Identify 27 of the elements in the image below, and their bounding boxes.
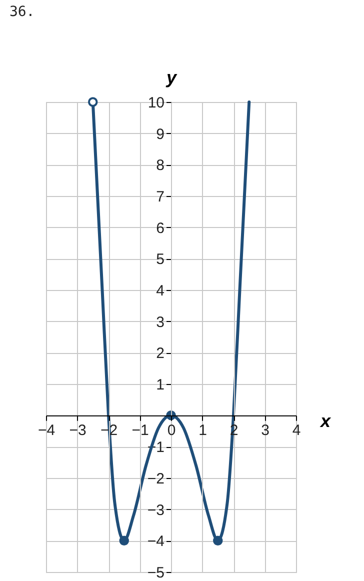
x-tick-label: 4	[292, 422, 301, 439]
x-tick-label: 1	[198, 422, 207, 439]
x-tick-label: 0	[167, 422, 176, 439]
point	[213, 536, 223, 546]
y-tick-label: 10	[148, 94, 164, 112]
x-axis-title: x	[320, 410, 332, 431]
y-tick-label: 3	[156, 314, 164, 331]
y-axis-title: y	[165, 68, 178, 88]
chart-title: 36.	[9, 4, 35, 20]
y-tick-label: 8	[156, 157, 164, 174]
x-tick-label: −1	[132, 422, 149, 439]
y-tick-label: 2	[156, 345, 164, 362]
y-tick-label: −2	[147, 470, 164, 488]
x-tick-label: −3	[69, 422, 86, 439]
y-tick-label: 7	[156, 188, 164, 206]
y-tick-label: 5	[156, 251, 164, 268]
x-tick-label: 3	[261, 422, 270, 439]
y-tick-label: −4	[147, 533, 164, 550]
y-tick-label: 1	[156, 376, 164, 394]
point	[119, 536, 129, 546]
y-tick-label: 6	[156, 220, 164, 237]
y-tick-label: 4	[156, 282, 164, 300]
y-tick-label: 9	[156, 126, 164, 143]
y-tick-label: −3	[147, 502, 164, 519]
y-tick-label: −5	[147, 564, 164, 581]
point	[88, 97, 98, 107]
x-tick-label: −4	[38, 422, 56, 439]
